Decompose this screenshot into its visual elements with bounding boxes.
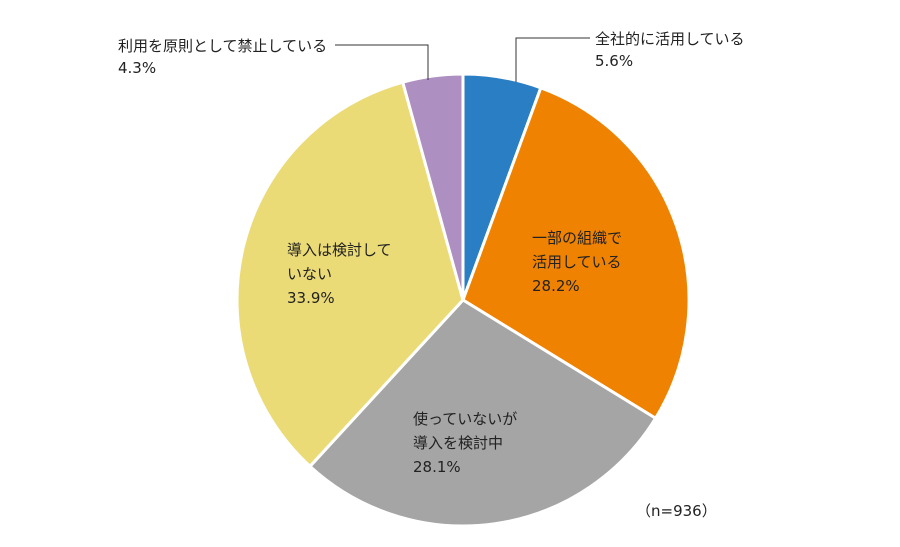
slice-category-label: 一部の組織で — [532, 229, 622, 247]
pie-slice — [308, 298, 658, 528]
slice-category-label: 全社的に活用している — [595, 30, 745, 48]
slice-labels: 全社的に活用している5.6%一部の組織で活用している28.2%使っていないが導入… — [118, 30, 745, 476]
pie-slice — [461, 86, 691, 420]
slice-value-label: 33.9% — [287, 289, 335, 307]
pie-slice — [401, 72, 465, 302]
leader-line — [335, 44, 429, 80]
slice-category-label: 使っていないが — [413, 410, 517, 428]
slice-category-label: 導入を検討中 — [413, 434, 503, 452]
slice-category-label: 活用している — [532, 253, 622, 271]
pie-slice — [235, 80, 465, 468]
leader-lines — [335, 37, 590, 82]
slice-value-label: 5.6% — [595, 52, 633, 70]
sample-size-note: （n=936） — [636, 502, 717, 520]
slice-value-label: 4.3% — [118, 59, 156, 77]
leader-line — [515, 37, 590, 82]
pie-slices — [235, 72, 691, 528]
slice-category-label: 利用を原則として禁止している — [118, 37, 327, 55]
slice-category-label: いない — [287, 265, 332, 283]
slice-category-label: 導入は検討して — [287, 241, 392, 259]
slice-value-label: 28.2% — [532, 277, 580, 295]
slice-value-label: 28.1% — [413, 458, 461, 476]
